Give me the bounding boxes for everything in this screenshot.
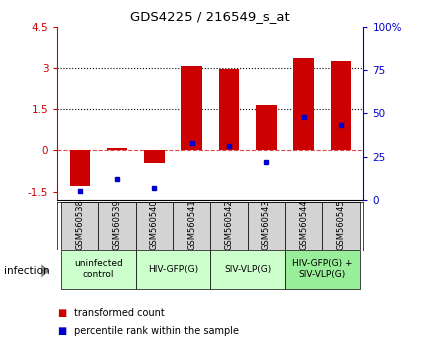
- Bar: [322, 202, 360, 250]
- Text: GSM560545: GSM560545: [337, 199, 346, 250]
- Text: ■: ■: [57, 308, 67, 318]
- Bar: [210, 250, 285, 289]
- Bar: [144, 150, 164, 163]
- Text: GSM560542: GSM560542: [224, 199, 233, 250]
- Title: GDS4225 / 216549_s_at: GDS4225 / 216549_s_at: [130, 10, 290, 23]
- Text: GSM560538: GSM560538: [75, 199, 84, 250]
- Bar: [285, 202, 322, 250]
- Bar: [331, 61, 351, 150]
- Bar: [219, 69, 239, 150]
- Bar: [248, 202, 285, 250]
- Bar: [61, 250, 136, 289]
- Text: GSM560541: GSM560541: [187, 199, 196, 250]
- Bar: [256, 105, 277, 150]
- Text: HIV-GFP(G) +
SIV-VLP(G): HIV-GFP(G) + SIV-VLP(G): [292, 259, 353, 279]
- Bar: [181, 67, 202, 150]
- Text: SIV-VLP(G): SIV-VLP(G): [224, 264, 271, 274]
- Bar: [285, 250, 360, 289]
- Text: ■: ■: [57, 326, 67, 336]
- Bar: [136, 250, 210, 289]
- Bar: [173, 202, 210, 250]
- Text: GSM560543: GSM560543: [262, 199, 271, 250]
- Text: HIV-GFP(G): HIV-GFP(G): [148, 264, 198, 274]
- Text: uninfected
control: uninfected control: [74, 259, 123, 279]
- Polygon shape: [42, 265, 49, 277]
- Bar: [107, 148, 128, 150]
- Text: infection: infection: [4, 266, 50, 276]
- Bar: [61, 202, 99, 250]
- Text: transformed count: transformed count: [74, 308, 165, 318]
- Text: GSM560544: GSM560544: [299, 199, 308, 250]
- Text: percentile rank within the sample: percentile rank within the sample: [74, 326, 239, 336]
- Text: GSM560539: GSM560539: [113, 199, 122, 250]
- Bar: [70, 150, 90, 186]
- Bar: [99, 202, 136, 250]
- Bar: [293, 58, 314, 150]
- Bar: [136, 202, 173, 250]
- Bar: [210, 202, 248, 250]
- Text: GSM560540: GSM560540: [150, 199, 159, 250]
